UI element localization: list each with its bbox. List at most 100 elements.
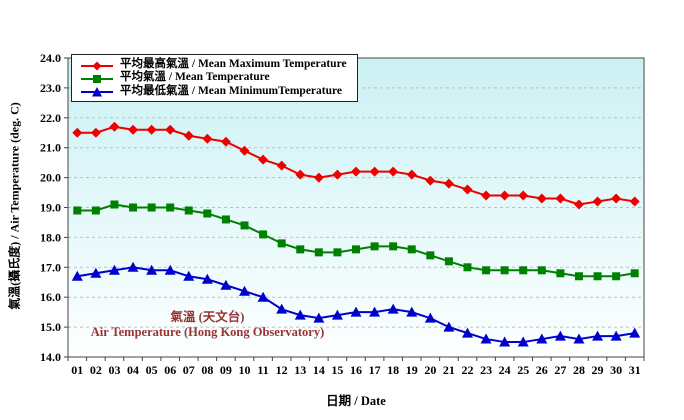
mean-min-point-22 (461, 327, 473, 338)
y-tick-label: 20.0 (40, 171, 61, 185)
x-tick-label: 25 (517, 363, 529, 377)
x-tick-labels: 01 02 03 04 05 06 07 08 09 10 11 12 13 14 15 16 17 18 19 20… (71, 363, 640, 377)
station-annotation-english: Air Temperature (Hong Kong Observatory) (90, 325, 325, 339)
x-tick-label: 16 (350, 363, 362, 377)
y-tick-label: 16.0 (40, 290, 61, 304)
x-tick-label: 09 (220, 363, 232, 377)
mean-min-point-18 (387, 303, 399, 314)
station-annotation: 氣溫 (天文台) Air Temperature (Hong Kong Obse… (55, 310, 360, 340)
mean-max-point-12 (276, 160, 287, 171)
mean-point-05 (147, 203, 156, 212)
mean-max-point-02 (90, 127, 101, 138)
mean-max-point-22 (462, 184, 473, 195)
x-tick-label: 21 (443, 363, 455, 377)
mean-min-point-16 (350, 306, 362, 317)
mean-max-point-08 (202, 133, 213, 144)
series-mean-min (71, 261, 641, 347)
legend: 平均最高氣溫 / Mean Maximum Temperature 平均氣溫 /… (71, 54, 358, 102)
x-tick-label: 10 (239, 363, 251, 377)
mean-min-point-14 (313, 312, 325, 323)
mean-min-point-09 (220, 279, 232, 290)
mean-min-point-21 (443, 321, 455, 332)
mean-min-point-27 (554, 330, 566, 341)
mean-min-point-05 (146, 264, 158, 275)
mean-point-12 (277, 239, 286, 248)
mean-max-point-07 (183, 130, 194, 141)
mean-point-28 (574, 272, 583, 281)
mean-min-point-07 (183, 270, 195, 281)
mean-max-point-01 (72, 127, 83, 138)
x-tick-label: 15 (331, 363, 343, 377)
mean-max-point-14 (313, 172, 324, 183)
x-tick-label: 19 (406, 363, 418, 377)
mean-max-point-13 (295, 169, 306, 180)
mean-max-point-05 (146, 124, 157, 135)
x-tick-label: 08 (201, 363, 213, 377)
legend-item-mean-max: 平均最高氣溫 / Mean Maximum Temperature (79, 58, 347, 71)
mean-max-point-20 (425, 175, 436, 186)
mean-min-point-06 (164, 264, 176, 275)
mean-point-16 (352, 245, 360, 254)
mean-max-point-19 (406, 169, 417, 180)
x-tick-label: 11 (257, 363, 268, 377)
mean-min-point-12 (276, 303, 288, 314)
mean-point-08 (203, 209, 212, 218)
mean-point-02 (91, 206, 100, 215)
legend-item-mean: 平均氣溫 / Mean Temperature (79, 71, 347, 84)
mean-point-07 (184, 206, 193, 215)
mean-point-24 (500, 266, 509, 275)
mean-point-23 (482, 266, 491, 275)
mean-point-13 (296, 245, 305, 254)
x-tick-label: 26 (536, 363, 548, 377)
series-mean (73, 200, 639, 281)
y-tick-label: 14.0 (40, 350, 61, 364)
mean-point-15 (333, 248, 342, 257)
legend-label-mean-max: 平均最高氣溫 / Mean Maximum Temperature (120, 58, 347, 71)
legend-item-mean-min: 平均最低氣溫 / Mean MinimumTemperature (79, 85, 347, 98)
x-tick-label: 01 (71, 363, 83, 377)
mean-max-point-18 (388, 166, 399, 177)
mean-point-06 (166, 203, 175, 212)
mean-max-point-16 (351, 166, 361, 177)
y-tick-labels: 24.0 23.0 22.0 21.0 20.0 19.0 18.0 17.0 16.0 15.0… (40, 51, 61, 364)
mean-point-22 (463, 263, 472, 272)
x-tick-label: 27 (554, 363, 566, 377)
x-tick-label: 28 (573, 363, 585, 377)
mean-point-20 (426, 251, 435, 260)
mean-min-triangle-marker-icon (79, 85, 115, 97)
mean-max-point-28 (573, 199, 584, 210)
mean-min-point-10 (239, 285, 251, 296)
mean-max-point-26 (536, 193, 547, 204)
x-tick-label: 07 (183, 363, 195, 377)
mean-min-point-25 (517, 336, 529, 347)
mean-max-point-03 (109, 121, 120, 132)
mean-point-19 (407, 245, 416, 254)
mean-max-point-29 (592, 196, 603, 207)
mean-max-point-06 (165, 124, 176, 135)
mean-point-01 (73, 206, 82, 215)
station-annotation-chinese: 氣溫 (天文台) (170, 310, 245, 324)
mean-point-21 (444, 257, 453, 266)
mean-max-point-11 (258, 154, 269, 165)
x-tick-label: 14 (313, 363, 325, 377)
x-tick-label: 24 (499, 363, 511, 377)
mean-min-point-28 (573, 333, 585, 344)
mean-min-point-24 (499, 336, 511, 347)
mean-max-point-30 (611, 193, 622, 204)
mean-min-point-15 (331, 309, 343, 320)
mean-max-point-24 (499, 190, 510, 201)
mean-min-point-08 (201, 273, 213, 284)
x-axis-title: 日期 / Date (326, 394, 386, 408)
mean-max-point-09 (220, 136, 231, 147)
mean-max-point-10 (239, 145, 250, 156)
x-tick-label: 03 (108, 363, 120, 377)
legend-label-mean-min: 平均最低氣溫 / Mean MinimumTemperature (120, 84, 342, 97)
x-tick-label: 30 (610, 363, 622, 377)
y-tick-label: 22.0 (40, 111, 61, 125)
mean-point-25 (519, 266, 528, 275)
y-tick-label: 19.0 (40, 201, 61, 215)
mean-point-11 (259, 230, 268, 239)
x-tick-label: 13 (294, 363, 306, 377)
mean-min-point-11 (257, 291, 269, 302)
